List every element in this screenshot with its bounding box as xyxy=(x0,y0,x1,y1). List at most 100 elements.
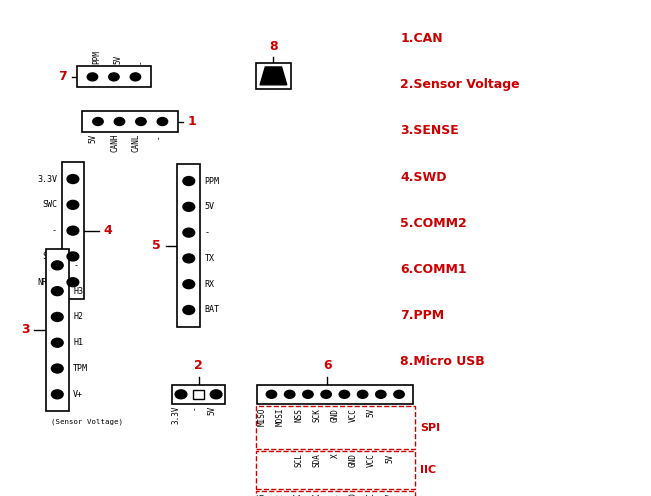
Text: H2: H2 xyxy=(73,312,83,321)
Text: 5: 5 xyxy=(152,239,161,252)
Circle shape xyxy=(51,261,63,270)
Text: 2: 2 xyxy=(194,360,203,372)
Circle shape xyxy=(339,390,350,398)
Text: SCL: SCL xyxy=(294,453,303,467)
Text: TX: TX xyxy=(204,254,215,263)
Text: -: - xyxy=(52,226,57,235)
Text: RX: RX xyxy=(204,280,215,289)
Text: ADC-EXT2: ADC-EXT2 xyxy=(276,493,285,496)
Text: TPM: TPM xyxy=(73,364,89,373)
Text: PPM: PPM xyxy=(92,51,102,64)
Bar xyxy=(258,385,413,404)
Circle shape xyxy=(321,390,331,398)
Circle shape xyxy=(51,287,63,296)
Circle shape xyxy=(87,73,98,81)
Text: RX: RX xyxy=(312,493,322,496)
Text: 4: 4 xyxy=(104,224,113,237)
Text: CANH: CANH xyxy=(111,134,120,152)
Text: -: - xyxy=(135,60,145,64)
Circle shape xyxy=(183,202,195,211)
Circle shape xyxy=(51,312,63,321)
Text: SCK: SCK xyxy=(312,408,322,422)
Text: 5V: 5V xyxy=(207,406,216,415)
Bar xyxy=(82,111,178,132)
Text: H3: H3 xyxy=(73,287,83,296)
Text: PPM: PPM xyxy=(204,177,220,186)
Text: GND: GND xyxy=(349,493,358,496)
Text: SWC: SWC xyxy=(42,200,57,209)
Circle shape xyxy=(67,175,79,184)
Text: 2.Sensor Voltage: 2.Sensor Voltage xyxy=(400,78,520,91)
Text: 3.3V: 3.3V xyxy=(172,406,181,424)
Circle shape xyxy=(67,226,79,235)
Circle shape xyxy=(51,390,63,399)
Circle shape xyxy=(109,73,119,81)
Circle shape xyxy=(357,390,368,398)
Bar xyxy=(255,451,415,489)
Bar xyxy=(177,165,201,326)
Text: H1: H1 xyxy=(73,338,83,347)
Text: SWD: SWD xyxy=(42,252,57,261)
Text: 1: 1 xyxy=(188,115,197,128)
Bar xyxy=(172,385,225,404)
Circle shape xyxy=(394,390,404,398)
Text: GND: GND xyxy=(331,408,340,422)
Text: 5V: 5V xyxy=(114,55,123,64)
Text: 6.COMM1: 6.COMM1 xyxy=(400,263,467,276)
Text: X: X xyxy=(331,453,340,458)
Circle shape xyxy=(284,390,295,398)
Text: SDA: SDA xyxy=(312,453,322,467)
Text: CANL: CANL xyxy=(132,134,141,152)
Text: 5V: 5V xyxy=(204,202,215,211)
Circle shape xyxy=(266,390,277,398)
Text: VCC: VCC xyxy=(367,453,376,467)
Circle shape xyxy=(303,390,313,398)
Text: VCC: VCC xyxy=(349,408,358,422)
Circle shape xyxy=(51,338,63,347)
Bar xyxy=(255,406,415,449)
Text: 7.PPM: 7.PPM xyxy=(400,309,445,322)
Text: 5V: 5V xyxy=(89,134,98,143)
Circle shape xyxy=(67,278,79,287)
Text: NRST: NRST xyxy=(37,278,57,287)
Text: NSS: NSS xyxy=(294,408,303,422)
Circle shape xyxy=(136,118,146,125)
Bar xyxy=(61,162,85,299)
Text: -: - xyxy=(204,228,210,237)
Circle shape xyxy=(130,73,141,81)
Text: SPI: SPI xyxy=(421,423,440,433)
Circle shape xyxy=(67,252,79,261)
Bar xyxy=(255,63,292,89)
Circle shape xyxy=(183,306,195,314)
Text: GND: GND xyxy=(349,453,358,467)
Text: 6: 6 xyxy=(323,360,332,372)
Text: V+: V+ xyxy=(73,390,83,399)
Text: 3: 3 xyxy=(21,323,29,336)
Bar xyxy=(46,248,69,411)
Polygon shape xyxy=(260,67,286,85)
Bar xyxy=(193,390,204,399)
Text: 1.CAN: 1.CAN xyxy=(400,32,443,45)
Text: ADC-EXT1: ADC-EXT1 xyxy=(331,493,340,496)
Text: 5V: 5V xyxy=(385,493,395,496)
Circle shape xyxy=(51,364,63,373)
Text: IIC: IIC xyxy=(421,465,436,475)
Text: -: - xyxy=(154,134,163,138)
Circle shape xyxy=(183,177,195,186)
Bar xyxy=(255,491,415,496)
Text: 8.Micro USB: 8.Micro USB xyxy=(400,355,485,368)
Text: TX: TX xyxy=(294,493,303,496)
Text: VCC: VCC xyxy=(367,493,376,496)
Circle shape xyxy=(158,118,168,125)
Text: -: - xyxy=(73,261,78,270)
Text: MOSI: MOSI xyxy=(276,408,285,426)
Text: 4.SWD: 4.SWD xyxy=(400,171,447,184)
Text: -: - xyxy=(189,406,199,410)
Text: (Sensor Voltage): (Sensor Voltage) xyxy=(51,418,122,425)
Text: 3.3V: 3.3V xyxy=(37,175,57,184)
Text: 5V: 5V xyxy=(367,408,376,417)
Circle shape xyxy=(93,118,103,125)
Text: 5.COMM2: 5.COMM2 xyxy=(400,217,467,230)
Text: 3.SENSE: 3.SENSE xyxy=(400,124,459,137)
Text: 7: 7 xyxy=(59,70,67,83)
